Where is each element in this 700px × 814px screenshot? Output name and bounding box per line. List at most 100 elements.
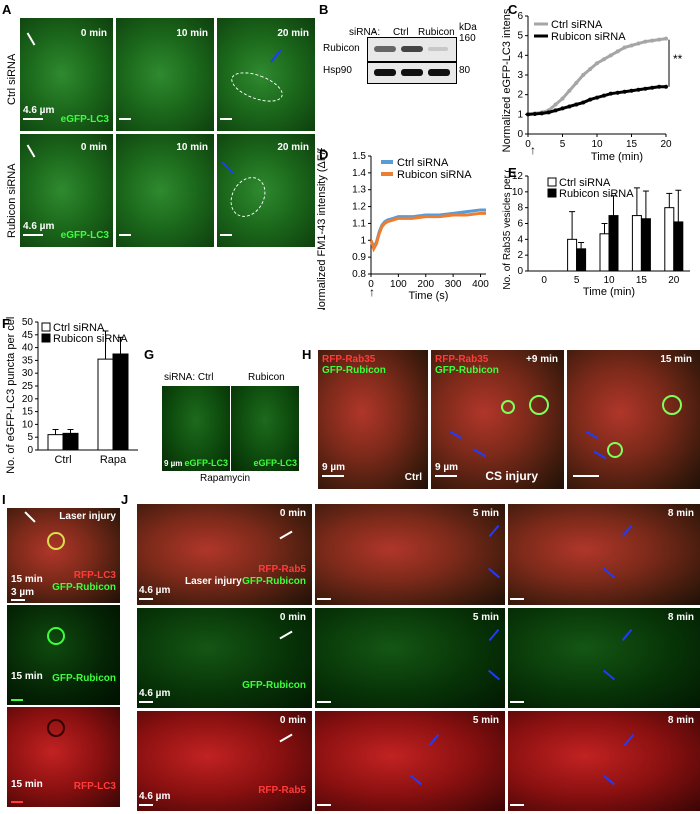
scale-bar [510, 598, 524, 600]
panel-label-c: C [508, 2, 518, 17]
micrograph-j-merge-0: 0 min RFP-Rab5 Laser injury GFP-Rubicon … [137, 504, 312, 605]
data-point [636, 41, 641, 46]
scale-label: 9 µm [435, 462, 458, 473]
y-tick-label: 10 [512, 187, 524, 198]
scale-bar [119, 118, 131, 120]
green-label: GFP-Rubicon [322, 365, 386, 376]
vesicle [47, 627, 65, 645]
y-tick-label: 1.2 [352, 202, 366, 213]
panel-label-d: D [319, 147, 329, 162]
y-tick-label: 30 [22, 368, 34, 379]
legend-swatch [41, 333, 51, 343]
y-tick-label: 45 [22, 330, 34, 341]
green-label: GFP-Rubicon [242, 680, 306, 691]
y-tick-label: 2 [517, 250, 523, 261]
data-point [567, 104, 572, 109]
data-point [629, 88, 634, 93]
x-axis-title: Time (min) [583, 286, 635, 298]
row-label-ctrl: Ctrl siRNA [6, 53, 18, 105]
arrow-icon [221, 161, 235, 175]
red-label: RFP-LC3 [73, 781, 116, 792]
stimulus-arrow-icon: ↑ [369, 285, 375, 299]
x-tick-label: 100 [390, 279, 407, 290]
y-tick-label: 0 [517, 266, 523, 277]
data-point [643, 86, 648, 91]
time-label: 8 min [667, 715, 694, 726]
data-point [595, 61, 599, 66]
cs-injury-label: CS injury [485, 469, 538, 483]
scale-bar [317, 598, 331, 600]
sirna-ctrl-label: siRNA: Ctrl [164, 372, 214, 383]
marker-label: eGFP-LC3 [60, 114, 109, 125]
data-point [546, 110, 551, 115]
red-label: RFP-Rab5 [258, 785, 306, 796]
y-tick-label: 1.3 [352, 185, 366, 196]
legend-label: Ctrl siRNA [53, 322, 105, 334]
time-label: 0 min [279, 715, 306, 726]
legend-label: Rubicon siRNA [559, 188, 634, 200]
bar [112, 353, 129, 451]
data-point [601, 57, 606, 62]
y-axis-title: Normalized FM1-43 intensity (ΔF/F0) [316, 148, 328, 310]
scale-bar [11, 801, 23, 803]
band [401, 46, 423, 52]
micrograph-j-green-8: 8 min [508, 608, 700, 708]
y-tick-label: 0 [517, 129, 523, 140]
data-point [532, 111, 537, 116]
scale-bar [139, 598, 153, 600]
data-point [526, 112, 530, 117]
y-tick-label: 40 [22, 343, 34, 354]
micrograph-j-merge-5: 5 min [315, 504, 505, 605]
data-point [595, 95, 599, 100]
data-point [664, 36, 668, 41]
data-point [588, 97, 593, 102]
y-tick-label: 8 [517, 203, 523, 214]
x-tick-label: 5 [574, 275, 580, 286]
legend-label: Ctrl siRNA [397, 157, 449, 169]
micrograph-j-merge-8: 8 min [508, 504, 700, 605]
data-point [560, 106, 565, 111]
micrograph-h-9min: RFP-Rab35 GFP-Rubicon +9 min 9 µm CS inj… [431, 350, 564, 489]
time-label: 15 min [11, 779, 43, 790]
arrow-icon [473, 448, 487, 458]
vesicle [662, 395, 682, 415]
band [374, 46, 396, 52]
x-axis-title: Time (min) [591, 151, 643, 163]
x-tick-label: Ctrl [54, 454, 71, 466]
panel-label-i: I [2, 492, 6, 507]
scale-label: 3 µm [11, 587, 34, 598]
legend-label: Rubicon siRNA [397, 169, 472, 181]
rapamycin-caption: Rapamycin [200, 473, 251, 484]
scale-bar [11, 599, 25, 601]
scale-bar [119, 234, 131, 236]
y-tick-label: 4 [517, 50, 523, 61]
bar [576, 248, 587, 272]
green-label: GFP-Rubicon [52, 673, 116, 684]
scale-bar [23, 118, 43, 120]
panel-label-j: J [121, 492, 129, 507]
scale-bar [11, 699, 23, 701]
legend-label: Ctrl siRNA [551, 19, 603, 31]
bar [673, 221, 684, 272]
data-point [622, 89, 627, 94]
data-point [601, 93, 606, 98]
arrow-icon [488, 628, 500, 642]
arrow-icon [593, 450, 607, 460]
legend-label: Rubicon siRNA [551, 31, 626, 43]
row-label-rubicon: Rubicon siRNA [6, 163, 18, 238]
red-label: RFP-Rab35 [435, 354, 489, 365]
arrow-icon [279, 630, 293, 640]
significance-label: ** [673, 52, 683, 66]
arrow-icon [585, 430, 599, 440]
arrow-icon [24, 511, 36, 523]
x-tick-label: 300 [445, 279, 462, 290]
y-tick-label: 35 [22, 355, 34, 366]
time-label: +9 min [526, 354, 558, 365]
data-point [588, 67, 593, 72]
red-label: RFP-Rab5 [258, 564, 306, 575]
scale-label: 4.6 µm [23, 221, 55, 232]
micrograph-a-rubicon-20: 20 min [217, 134, 315, 247]
data-point [650, 38, 655, 43]
green-label: GFP-Rubicon [435, 365, 499, 376]
scale-label: 4.6 µm [139, 688, 171, 699]
